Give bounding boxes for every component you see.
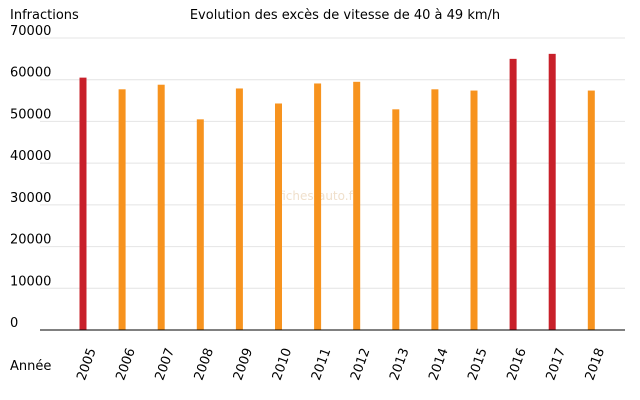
x-tick-label: 2015 bbox=[465, 346, 490, 382]
bar-2008 bbox=[196, 119, 204, 330]
bar-2011 bbox=[314, 83, 322, 331]
x-tick-label: 2016 bbox=[504, 346, 529, 382]
x-tick-label: 2007 bbox=[153, 346, 178, 382]
chart-title: Evolution des excès de vitesse de 40 à 4… bbox=[190, 8, 500, 23]
bar-2006 bbox=[118, 89, 126, 331]
bar-2010 bbox=[275, 103, 282, 331]
x-tick-label: 2008 bbox=[192, 346, 217, 382]
bar-2012 bbox=[353, 81, 361, 330]
y-tick-label: 20000 bbox=[10, 233, 51, 248]
y-tick-label: 50000 bbox=[10, 107, 51, 122]
y-tick-label: 0 bbox=[10, 316, 18, 331]
y-axis-label: Infractions bbox=[10, 8, 79, 23]
x-tick-label: 2012 bbox=[348, 346, 373, 382]
x-axis-label: Année bbox=[10, 359, 51, 374]
y-tick-label: 40000 bbox=[10, 149, 51, 164]
bar-2017 bbox=[548, 53, 556, 330]
bar-2015 bbox=[470, 90, 478, 330]
x-tick-label: 2011 bbox=[309, 346, 334, 382]
x-tick-label: 2010 bbox=[270, 346, 295, 382]
x-axis-ticks: 2005 2006 2007 2008 2009 2010 2011 2012 2013 2014… bbox=[74, 346, 608, 382]
bar-2018 bbox=[587, 90, 595, 330]
x-tick-label: 2018 bbox=[583, 346, 608, 382]
bars bbox=[79, 53, 595, 331]
bar-2007 bbox=[157, 84, 165, 330]
y-tick-label: 60000 bbox=[10, 66, 51, 81]
y-tick-label: 10000 bbox=[10, 274, 51, 289]
y-tick-label: 30000 bbox=[10, 191, 51, 206]
bar-2009 bbox=[235, 88, 243, 330]
x-tick-label: 2005 bbox=[74, 346, 99, 382]
bar-2013 bbox=[392, 109, 400, 331]
y-tick-label: 70000 bbox=[10, 24, 51, 39]
bar-2014 bbox=[431, 89, 439, 331]
x-tick-label: 2017 bbox=[544, 346, 569, 382]
x-tick-label: 2014 bbox=[426, 346, 451, 382]
bar-2005 bbox=[79, 77, 87, 330]
y-axis-ticks: 0 10000 20000 30000 40000 50000 60000 70000 bbox=[10, 24, 51, 331]
bar-2016 bbox=[509, 58, 517, 330]
x-tick-label: 2009 bbox=[231, 346, 256, 382]
x-tick-label: 2006 bbox=[113, 346, 138, 382]
gridlines bbox=[40, 37, 625, 289]
x-tick-label: 2013 bbox=[387, 346, 412, 382]
